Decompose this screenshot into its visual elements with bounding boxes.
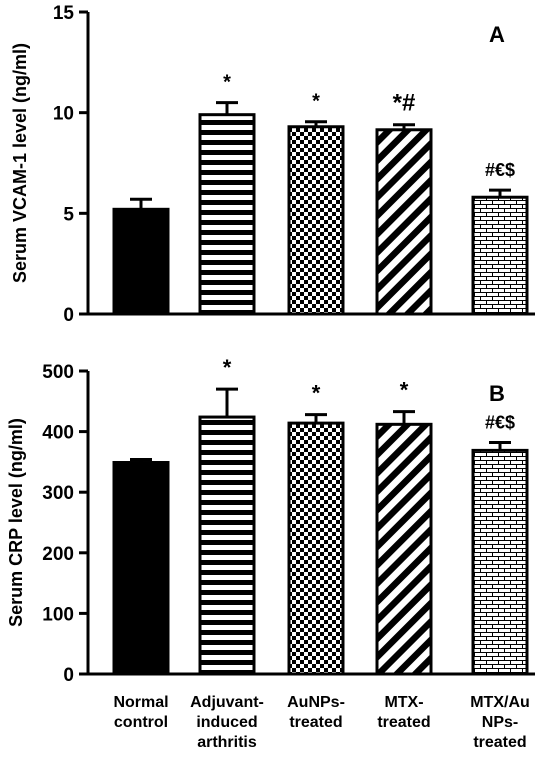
significance-label: *#	[393, 90, 416, 117]
x-tick-label: AuNPs-treated	[287, 694, 345, 731]
panel-b: Serum CRP level (ng/ml) B 0 100 200 300 400 5…	[6, 355, 535, 686]
y-tick-label: 0	[63, 665, 74, 686]
bar	[112, 207, 170, 316]
x-tick-label: Adjuvant-induced arthritis	[190, 694, 264, 751]
y-tick-label: 300	[42, 483, 74, 504]
y-axis-title: Serum CRP level (ng/ml)	[6, 418, 26, 627]
y-tick-label: 0	[63, 305, 74, 326]
bar	[287, 125, 345, 316]
bar	[198, 113, 256, 316]
panel-a: Serum VCAM-1 level (ng/ml) A 0 5 10 15 * * *# #…	[10, 3, 535, 326]
significance-label: #€$	[485, 160, 515, 180]
significance-label: *	[400, 378, 409, 403]
significance-label: *	[312, 91, 320, 113]
bar	[471, 448, 529, 676]
bar	[375, 422, 433, 676]
y-axis-title: Serum VCAM-1 level (ng/ml)	[10, 43, 30, 283]
significance-label: *	[223, 355, 232, 380]
bar	[287, 421, 345, 676]
y-tick-label: 5	[63, 204, 74, 225]
bar	[112, 461, 170, 676]
x-tick-label: MTX/Au NPs-treated	[470, 694, 530, 751]
y-tick-label: 15	[53, 3, 75, 24]
significance-label: *	[312, 381, 321, 406]
x-axis-category-labels: Normal control Adjuvant-induced arthritis Au…	[113, 694, 529, 751]
y-tick-label: 500	[42, 362, 74, 383]
x-tick-label: MTX-treated	[377, 694, 430, 731]
x-tick-label: Normal control	[113, 694, 168, 731]
y-tick-label: 200	[42, 544, 74, 565]
y-tick-label: 10	[53, 104, 74, 125]
significance-label: #€$	[485, 413, 515, 433]
y-tick-label: 100	[42, 604, 74, 625]
panel-letter: A	[489, 22, 505, 47]
y-tick-label: 400	[42, 423, 74, 444]
bar	[375, 128, 433, 316]
significance-label: *	[223, 72, 231, 94]
panel-letter: B	[489, 381, 505, 406]
bar	[471, 195, 529, 316]
bar	[198, 415, 256, 676]
